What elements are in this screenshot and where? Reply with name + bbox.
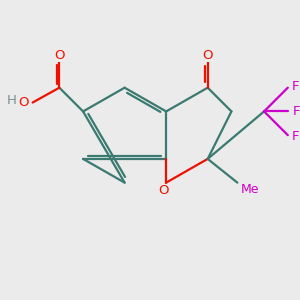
Text: O: O: [54, 49, 64, 62]
Text: Me: Me: [240, 183, 259, 196]
Text: O: O: [19, 96, 29, 109]
Text: H: H: [6, 94, 16, 107]
Text: O: O: [158, 184, 169, 196]
Text: F: F: [291, 80, 299, 93]
Text: F: F: [292, 105, 300, 118]
Text: O: O: [202, 49, 213, 62]
Text: F: F: [291, 130, 299, 143]
